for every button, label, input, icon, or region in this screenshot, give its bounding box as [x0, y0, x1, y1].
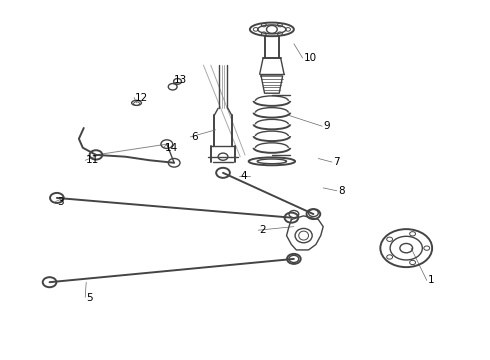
Text: 13: 13 — [174, 75, 187, 85]
Text: 2: 2 — [260, 225, 266, 235]
Text: 7: 7 — [333, 157, 340, 167]
Text: 11: 11 — [86, 155, 99, 165]
Text: 10: 10 — [304, 53, 317, 63]
Text: 12: 12 — [135, 93, 148, 103]
Text: 9: 9 — [323, 121, 330, 131]
Text: 3: 3 — [57, 197, 64, 207]
Text: 1: 1 — [428, 275, 435, 285]
Text: 5: 5 — [86, 293, 93, 303]
Text: 14: 14 — [164, 143, 178, 153]
Text: 6: 6 — [191, 132, 198, 142]
Text: 8: 8 — [338, 186, 344, 196]
Text: 4: 4 — [240, 171, 247, 181]
